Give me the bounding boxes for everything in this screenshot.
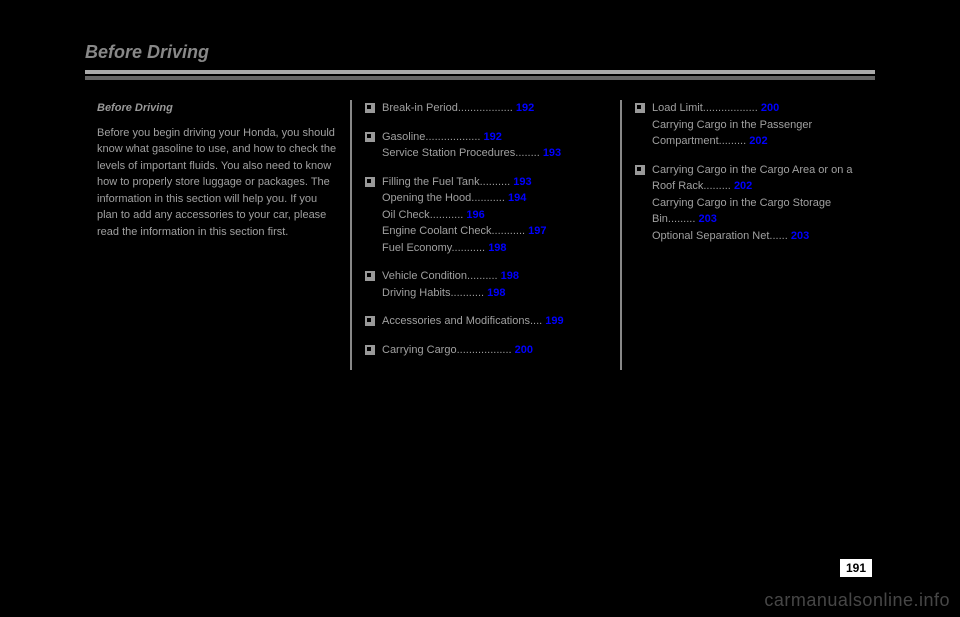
toc-item: Carrying Cargo in the Cargo Area or on a… (634, 162, 863, 245)
toc-text: Load Limit (652, 102, 703, 114)
page-link[interactable]: 198 (488, 242, 506, 254)
page-link[interactable]: 193 (513, 176, 531, 188)
page-link[interactable]: 193 (543, 147, 561, 159)
toc-dots: .................. (458, 102, 513, 114)
toc-text: Fuel Economy (382, 242, 452, 254)
toc-text: Accessories and Modifications (382, 315, 530, 327)
toc-dots: ........... (430, 209, 464, 221)
column-3: Load Limit.................. 200 Carryin… (620, 100, 875, 370)
toc-dots: .................. (425, 131, 480, 143)
header-divider (85, 70, 875, 80)
page-link[interactable]: 192 (484, 131, 502, 143)
toc-text: Engine Coolant Check (382, 225, 491, 237)
toc-dots: ........... (452, 242, 486, 254)
page-link[interactable]: 192 (516, 102, 534, 114)
toc-text: Opening the Hood (382, 192, 471, 204)
page-link[interactable]: 200 (515, 344, 533, 356)
section-subhead: Before Driving (97, 100, 338, 117)
toc-dots: .......... (467, 270, 498, 282)
toc-item: Accessories and Modifications.... 199 (364, 313, 608, 330)
page-link[interactable]: 196 (466, 209, 484, 221)
column-2: Break-in Period.................. 192 Ga… (350, 100, 620, 370)
page-link[interactable]: 198 (501, 270, 519, 282)
toc-text: Optional Separation Net (652, 230, 769, 242)
toc-dots: ......... (668, 213, 696, 225)
toc-dots: ......... (719, 135, 747, 147)
toc-text: Vehicle Condition (382, 270, 467, 282)
page-link[interactable]: 202 (734, 180, 752, 192)
intro-paragraph: Before you begin driving your Honda, you… (97, 125, 338, 241)
toc-text: Driving Habits (382, 287, 450, 299)
toc-text: Service Station Procedures (382, 147, 515, 159)
toc-item: Filling the Fuel Tank.......... 193 Open… (364, 174, 608, 257)
toc-dots: ...... (769, 230, 787, 242)
toc-item: Carrying Cargo.................. 200 (364, 342, 608, 359)
toc-dots: ........... (471, 192, 505, 204)
page-link[interactable]: 203 (791, 230, 809, 242)
toc-dots: .................. (703, 102, 758, 114)
watermark: carmanualsonline.info (764, 590, 950, 611)
toc-item: Gasoline.................. 192 Service S… (364, 129, 608, 162)
toc-dots: .... (530, 315, 542, 327)
toc-item: Break-in Period.................. 192 (364, 100, 608, 117)
content-columns: Before Driving Before you begin driving … (85, 100, 875, 370)
column-1: Before Driving Before you begin driving … (85, 100, 350, 370)
toc-text: Filling the Fuel Tank (382, 176, 480, 188)
page-link[interactable]: 200 (761, 102, 779, 114)
page-link[interactable]: 198 (487, 287, 505, 299)
page-number: 191 (840, 559, 872, 577)
toc-item: Vehicle Condition.......... 198 Driving … (364, 268, 608, 301)
toc-dots: .................. (457, 344, 512, 356)
toc-text: Break-in Period (382, 102, 458, 114)
toc-dots: ......... (703, 180, 731, 192)
page-link[interactable]: 203 (698, 213, 716, 225)
toc-dots: ........... (491, 225, 525, 237)
page-link[interactable]: 194 (508, 192, 526, 204)
toc-dots: ........... (450, 287, 484, 299)
toc-dots: .......... (480, 176, 511, 188)
page-title: Before Driving (85, 42, 209, 63)
page-link[interactable]: 197 (528, 225, 546, 237)
page-link[interactable]: 199 (545, 315, 563, 327)
page-link[interactable]: 202 (749, 135, 767, 147)
toc-dots: ........ (515, 147, 539, 159)
toc-item: Load Limit.................. 200 Carryin… (634, 100, 863, 150)
toc-text: Gasoline (382, 131, 425, 143)
toc-text: Carrying Cargo (382, 344, 457, 356)
toc-text: Oil Check (382, 209, 430, 221)
